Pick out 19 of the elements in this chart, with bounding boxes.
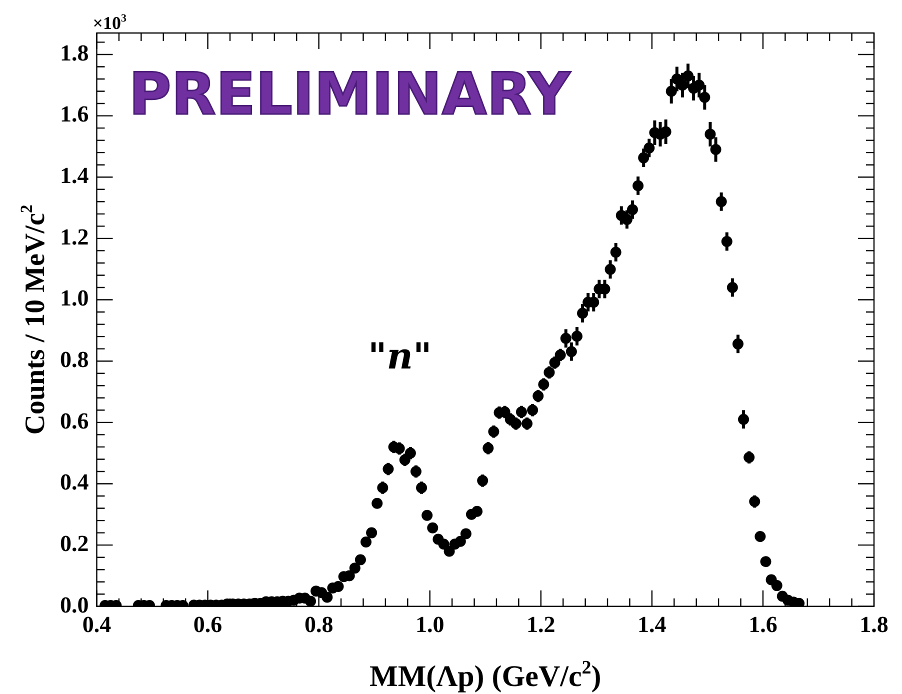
y-tick-label: 1.2 (60, 224, 89, 250)
annotation: "n" (368, 335, 432, 378)
y-tick-label: 1.0 (60, 286, 89, 311)
y-tick-label: 0.4 (60, 470, 90, 495)
y-tick-label: 0.8 (60, 347, 89, 372)
y-axis-title: Counts / 10 MeV/c2 (17, 204, 51, 435)
y-tick-label: 0.6 (60, 408, 89, 434)
annotation: PRELIMINARY (128, 60, 572, 128)
x-tick-label: 0.8 (304, 612, 334, 638)
y-tick-label: 1.8 (60, 40, 89, 66)
x-tick-label: 0.6 (193, 612, 222, 638)
x-tick-label: 1.4 (638, 612, 667, 638)
y-tick-label: 1.6 (60, 102, 89, 127)
x-tick-label: 1.8 (860, 612, 888, 638)
x-tick-label: 1.6 (748, 612, 778, 638)
y-tick-label: 1.4 (60, 163, 90, 188)
y-tick-label: 0.2 (60, 531, 89, 556)
x-tick-label: 1.2 (526, 612, 556, 638)
x-tick-label: 1.0 (415, 612, 444, 638)
